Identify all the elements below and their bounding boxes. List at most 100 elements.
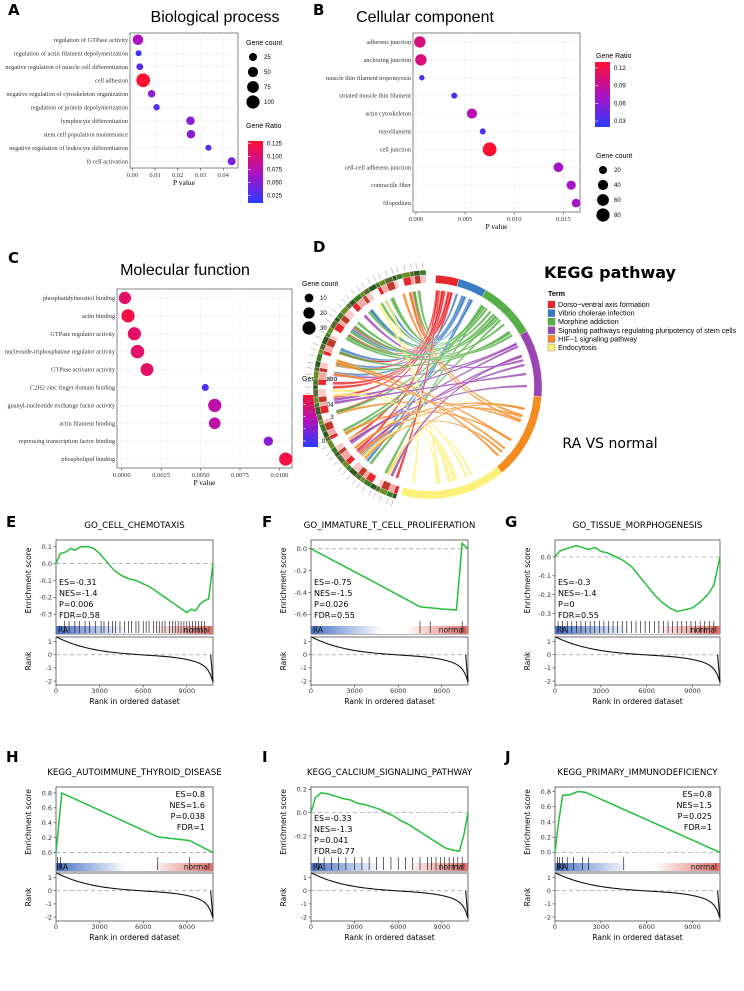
rank-tick-label: 0 <box>547 651 551 659</box>
x-tick-label: 0.0075 <box>231 472 249 479</box>
color-legend-title: Gene Ratio <box>596 53 632 60</box>
group-label-left: RA <box>313 863 324 872</box>
color-legend-label: 0.12 <box>614 66 626 72</box>
chord-ribbon <box>343 411 512 442</box>
size-legend-dot <box>596 208 610 222</box>
gsea-stat: FDR=1 <box>177 823 205 832</box>
es-axis-label: Enrichment score <box>523 547 532 613</box>
es-tick-label: -0.3 <box>538 610 551 618</box>
es-curve <box>55 546 214 614</box>
color-legend-label: 0.04 <box>322 403 334 409</box>
chord-ribbon <box>336 401 522 423</box>
x-tick-label: 0.04 <box>218 172 230 179</box>
group-label-right: normal <box>439 863 465 872</box>
es-tick-label: 0.6 <box>42 804 52 812</box>
x-axis-label: Rank in ordered dataset <box>344 933 434 942</box>
rank-tick-label: -1 <box>301 664 307 672</box>
data-point <box>466 108 478 119</box>
gene-tick <box>361 486 366 492</box>
es-tick-label: -0.1 <box>538 572 551 580</box>
group-label-right: normal <box>184 626 210 635</box>
gene-tick <box>360 282 365 288</box>
rank-curve <box>554 872 721 919</box>
category-label: GTPase regulator activity <box>50 331 116 338</box>
gsea-stat: ES=0.8 <box>175 790 205 799</box>
es-curve <box>554 790 721 854</box>
es-axis-label: Enrichment score <box>279 789 288 855</box>
rank-tick-label: 0 <box>48 887 52 895</box>
gene-logfc-segment <box>419 269 427 276</box>
category-label: adherens junction <box>366 39 411 46</box>
color-legend-bar <box>248 141 263 203</box>
data-point <box>136 63 144 71</box>
gene-tick <box>311 423 317 426</box>
gsea-stat: NES=-1.5 <box>314 589 352 598</box>
gene-tick <box>318 440 325 444</box>
data-point <box>153 104 160 111</box>
rank-frame <box>554 872 721 922</box>
x-axis-label: P value <box>173 178 196 187</box>
es-tick-label: 0.1 <box>42 543 52 551</box>
kegg-legend-label: Endocytosis <box>558 343 597 352</box>
size-legend-dot <box>597 179 609 191</box>
category-label: repressing transcription factor binding <box>19 438 116 445</box>
es-tick-label: 0.0 <box>541 849 551 857</box>
panel-label-f: F <box>262 513 272 531</box>
kegg-legend-swatch <box>547 318 556 326</box>
rank-tick-label: 1 <box>48 874 52 882</box>
x-tick-label: 0.015 <box>556 216 571 223</box>
data-point <box>118 291 132 305</box>
gene-tick <box>378 495 382 502</box>
dot-plot-title: Biological process <box>151 9 280 26</box>
size-legend-dot <box>303 307 315 319</box>
es-tick-label: -0.6 <box>294 611 307 619</box>
es-tick-label: -0.3 <box>39 611 52 619</box>
chord-ribbon <box>395 290 441 479</box>
gene-logfc-segment <box>312 388 319 398</box>
category-label: C2H2 zinc finger domain binding <box>30 384 116 391</box>
plot-frame <box>116 288 293 469</box>
category-label: actin cytoskeleton <box>365 111 411 118</box>
data-point <box>415 54 427 66</box>
es-tick-label: 0.2 <box>297 786 307 794</box>
chord-ribbon <box>363 314 524 369</box>
x-axis-label: Rank in ordered dataset <box>592 933 682 942</box>
data-point <box>132 34 144 46</box>
size-legend-dot <box>249 53 257 61</box>
category-label: stem cell population maintenance <box>44 131 129 138</box>
x-axis-label: Rank in ordered dataset <box>89 933 179 942</box>
size-legend-label: 20 <box>614 168 621 174</box>
gene-logfc-segment <box>313 396 320 404</box>
color-legend-label: 0.09 <box>614 84 626 90</box>
gene-tick <box>312 343 319 346</box>
kegg-legend-swatch <box>547 343 556 352</box>
category-label: muscle thin filament tropomyosin <box>326 75 412 82</box>
category-label: nucleoside-triphosphatase regulator acti… <box>5 349 116 356</box>
group-label-right: normal <box>691 626 717 635</box>
group-label-right: normal <box>184 863 210 872</box>
category-label: regulation of GTPase activity <box>54 37 129 44</box>
data-point <box>135 50 142 57</box>
size-legend-label: 60 <box>614 198 621 204</box>
es-frame <box>554 539 721 635</box>
size-legend-dot <box>599 166 607 174</box>
category-label: cell adhesion <box>95 77 129 84</box>
es-tick-label: 0.4 <box>42 819 52 827</box>
gsea-title: GO_IMMATURE_T_CELL_PROLIFERATION <box>304 521 476 531</box>
gene-tick <box>316 436 322 440</box>
es-axis-label: Enrichment score <box>523 789 532 855</box>
data-point <box>147 90 156 98</box>
color-legend-label: 0.050 <box>267 180 283 186</box>
category-label: guanyl-nucleotide exchange factor activi… <box>7 402 115 409</box>
rank-frame <box>55 872 214 922</box>
x-tick-label: 0.03 <box>195 172 206 179</box>
rank-tick-label: 1 <box>303 638 307 646</box>
rank-tick-label: -1 <box>46 664 52 672</box>
gsea-title: KEGG_AUTOIMMUNE_THYROID_DISEASE <box>47 768 222 778</box>
gene-tick <box>415 262 417 269</box>
category-label: filopodium <box>383 200 411 207</box>
rank-color-bar <box>555 626 720 634</box>
size-legend-label: 50 <box>264 70 271 76</box>
chord-ribbon <box>384 299 419 483</box>
